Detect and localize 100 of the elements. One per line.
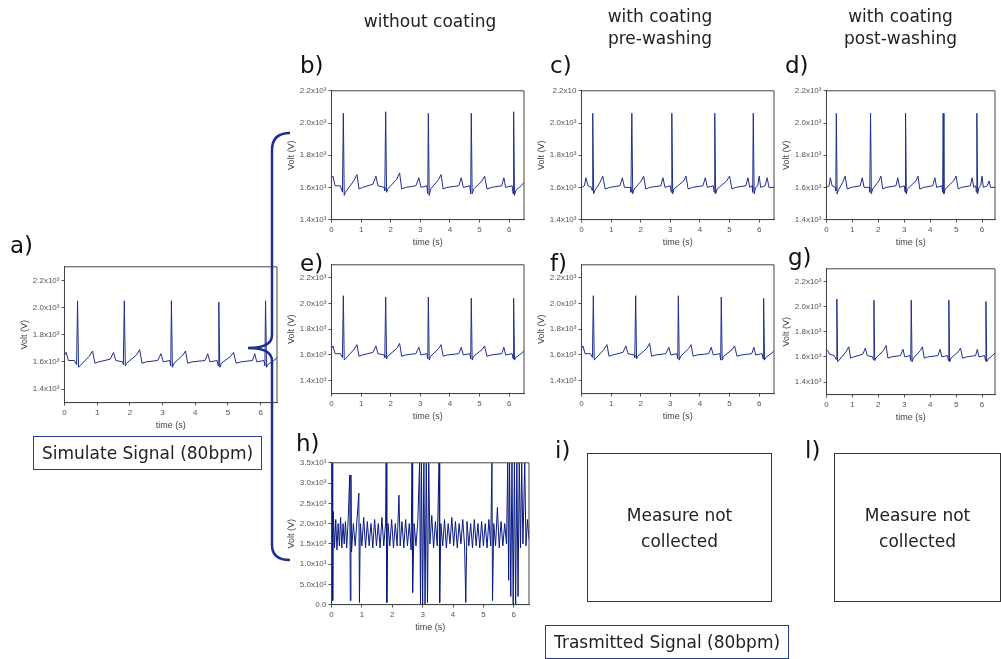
x-tick-label: 2 xyxy=(127,407,133,417)
text: Measure not collected xyxy=(863,503,972,553)
chart-subtitle: with coating pre-washing xyxy=(606,5,714,49)
x-tick-label: 4 xyxy=(927,224,933,234)
x-axis-title: time (s) xyxy=(412,237,443,248)
y-tick-label: 1.8x10³ xyxy=(299,324,327,334)
x-tick-label: 1 xyxy=(359,609,365,619)
y-tick-label: 2.2x10³ xyxy=(299,86,327,95)
x-tick-label: 3 xyxy=(420,609,426,619)
y-tick-label: 1.4x10³ xyxy=(549,375,577,385)
y-tick-label: 3.0x10³ xyxy=(299,478,327,488)
x-tick-label: 5 xyxy=(727,224,733,234)
y-axis-title: Volt (V) xyxy=(285,314,296,344)
y-tick-label: 1.6x10³ xyxy=(299,350,327,360)
x-tick-label: 5 xyxy=(727,398,733,408)
chart-subtitle: without coating xyxy=(362,10,498,32)
chart-title: e) xyxy=(300,250,324,276)
x-tick-label: 1 xyxy=(358,224,364,234)
y-axis-title: Volt (V) xyxy=(780,316,791,347)
x-tick-label: 1 xyxy=(358,398,364,408)
text: i) xyxy=(555,437,571,463)
x-tick-label: 5 xyxy=(477,398,483,408)
x-axis-title: time (s) xyxy=(415,622,446,633)
y-tick-label: 0.0 xyxy=(315,599,328,609)
y-tick-label: 1.4x10³ xyxy=(794,214,822,224)
y-tick-label: 1.6x10³ xyxy=(794,352,822,362)
chart-title: g) xyxy=(788,244,812,270)
x-tick-label: 2 xyxy=(876,224,882,234)
y-tick-label: 1.8x10³ xyxy=(794,150,822,160)
x-tick-label: 0 xyxy=(62,407,68,417)
x-tick-label: 6 xyxy=(979,399,985,409)
y-tick-label: 1.0x10³ xyxy=(299,559,327,569)
y-axis-title: Volt (V) xyxy=(18,319,29,350)
chart-title: a) xyxy=(10,232,34,258)
x-tick-label: 0 xyxy=(329,224,335,234)
y-tick-label: 1.8x10³ xyxy=(549,150,577,160)
x-tick-label: 1 xyxy=(608,398,614,408)
x-axis-title: time (s) xyxy=(895,237,926,248)
x-tick-label: 2 xyxy=(390,609,396,619)
chart-title: c) xyxy=(550,52,572,78)
x-tick-label: 0 xyxy=(329,609,335,619)
x-tick-label: 1 xyxy=(608,224,614,234)
x-tick-label: 6 xyxy=(756,224,762,234)
y-tick-label: 1.4x10³ xyxy=(32,384,60,394)
x-tick-label: 3 xyxy=(418,398,424,408)
x-tick-label: 0 xyxy=(579,224,585,234)
y-tick-label: 1.8x10³ xyxy=(549,324,577,334)
y-tick-label: 2.2x10³ xyxy=(32,275,60,285)
x-tick-label: 4 xyxy=(697,224,703,234)
y-axis-title: Volt (V) xyxy=(535,140,546,170)
y-tick-label: 2.5x10³ xyxy=(299,498,327,508)
y-tick-label: 2.0x10³ xyxy=(794,301,822,311)
y-tick-label: 2.0x10³ xyxy=(32,302,60,312)
chart-title: h) xyxy=(296,430,320,456)
y-tick-label: 2.0x10³ xyxy=(299,298,327,308)
y-tick-label: 2.0x10³ xyxy=(794,118,822,128)
x-tick-label: 3 xyxy=(902,224,908,234)
x-tick-label: 5 xyxy=(953,399,959,409)
y-tick-label: 1.5x10³ xyxy=(299,539,327,549)
x-tick-label: 5 xyxy=(225,407,231,417)
x-tick-label: 5 xyxy=(953,224,959,234)
x-tick-label: 6 xyxy=(506,224,512,234)
chart-title: d) xyxy=(785,52,809,78)
x-tick-label: 3 xyxy=(668,224,674,234)
y-tick-label: 2.0x10³ xyxy=(299,118,327,128)
x-axis-title: time (s) xyxy=(895,412,926,423)
y-tick-label: 2.2x10³ xyxy=(794,276,822,286)
x-tick-label: 2 xyxy=(638,398,644,408)
y-tick-label: 1.6x10³ xyxy=(549,350,577,360)
y-tick-label: 2.0x10³ xyxy=(299,518,327,528)
y-tick-label: 2.0x10³ xyxy=(549,298,577,308)
x-tick-label: 6 xyxy=(258,407,264,417)
y-tick-label: 1.8x10³ xyxy=(32,329,60,339)
y-tick-label: 1.4x10³ xyxy=(299,214,327,224)
y-tick-label: 1.6x10³ xyxy=(794,182,822,192)
text: l) xyxy=(805,437,821,463)
y-tick-label: 1.4x10³ xyxy=(299,375,327,385)
y-tick-label: 1.6x10³ xyxy=(299,182,327,192)
x-tick-label: 0 xyxy=(824,399,830,409)
x-tick-label: 6 xyxy=(506,398,512,408)
x-tick-label: 2 xyxy=(388,224,394,234)
chart-title: f) xyxy=(550,250,568,276)
x-tick-label: 2 xyxy=(388,398,394,408)
y-tick-label: 3.5x10³ xyxy=(299,458,327,467)
x-tick-label: 4 xyxy=(447,398,453,408)
x-tick-label: 6 xyxy=(979,224,985,234)
y-axis-title: Volt (V) xyxy=(285,518,296,549)
chart-title: b) xyxy=(300,52,324,78)
x-tick-label: 4 xyxy=(697,398,703,408)
y-tick-label: 2.0x10³ xyxy=(549,118,577,128)
y-axis-title: Volt (V) xyxy=(285,140,296,170)
text: Measure not collected xyxy=(625,503,734,553)
x-tick-label: 3 xyxy=(160,407,166,417)
chart-subtitle: with coating post-washing xyxy=(842,5,959,49)
y-tick-label: 1.8x10³ xyxy=(794,326,822,336)
text: Simulate Signal (80bpm) xyxy=(33,436,263,470)
y-tick-label: 5.0x10² xyxy=(299,579,327,589)
x-tick-label: 5 xyxy=(481,609,487,619)
y-tick-label: 1.4x10³ xyxy=(549,214,577,224)
x-tick-label: 4 xyxy=(193,407,199,417)
